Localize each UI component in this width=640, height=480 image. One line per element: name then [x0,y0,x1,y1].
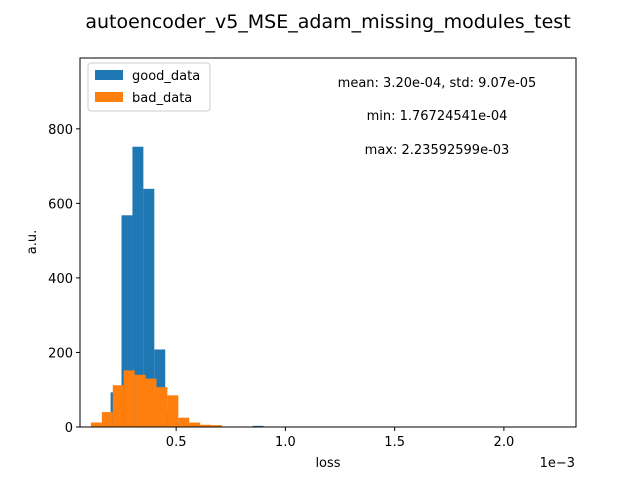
bar-bad-data-2 [112,385,124,427]
x-tick-label: 1.5 [384,435,405,450]
bar-bad-data-0 [90,422,102,427]
bar-good-data-3 [132,146,144,427]
bars-layer [90,146,264,427]
bar-good-data-2 [121,215,133,427]
bar-good-data-4 [143,188,155,427]
y-tick-label: 200 [48,346,73,361]
bar-bad-data-8 [178,417,190,427]
bar-bad-data-7 [167,395,179,427]
y-tick-label: 600 [48,197,73,212]
stats-annotations: mean: 3.20e-04, std: 9.07e-05 min: 1.7672… [338,76,537,158]
x-axis-offset-label: 1e−3 [540,456,575,471]
bar-bad-data-10 [200,424,212,427]
y-tick-label: 0 [65,421,73,436]
y-tick-label: 800 [48,123,73,138]
stats-annotation-2: max: 2.23592599e-03 [365,143,510,158]
plot-frame [79,57,577,428]
bar-bad-data-6 [156,387,168,427]
x-tick-label: 0.5 [166,435,187,450]
x-tick-label: 1.0 [275,435,296,450]
stats-annotation-0: mean: 3.20e-04, std: 9.07e-05 [338,76,537,91]
stats-annotation-1: min: 1.76724541e-04 [367,109,508,124]
bar-bad-data-3 [123,370,135,427]
x-axis-label: loss [315,456,340,471]
legend: good_data bad_data [87,62,211,112]
chart-title: autoencoder_v5_MSE_adam_missing_modules_… [85,11,570,33]
y-tick-label: 400 [48,272,73,287]
bar-bad-data-4 [134,374,146,427]
legend-label-bad-data: bad_data [132,91,192,106]
y-axis-label: a.u. [25,230,40,254]
bar-bad-data-9 [189,422,201,427]
legend-swatch-good-data [95,70,123,80]
x-tick-label: 2.0 [494,435,515,450]
bar-bad-data-5 [145,378,157,427]
bar-good-data-10 [252,425,264,427]
legend-label-good-data: good_data [132,69,200,84]
bar-bad-data-1 [101,412,113,427]
legend-swatch-bad-data [95,92,123,102]
y-axis-ticks: 0 200 400 600 800 [48,123,80,436]
x-axis-ticks: 0.5 1.0 1.5 2.0 [166,427,514,450]
bar-bad-data-11 [211,425,223,427]
